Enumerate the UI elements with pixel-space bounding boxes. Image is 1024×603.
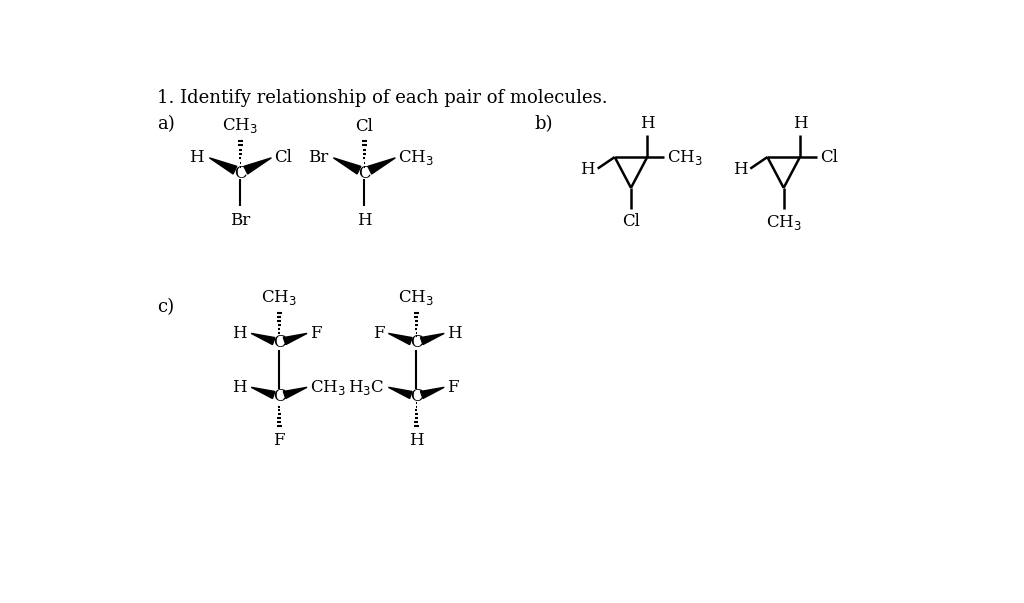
Polygon shape [334, 158, 360, 174]
Text: F: F [373, 325, 385, 342]
Text: C: C [272, 334, 286, 351]
Text: H: H [447, 325, 462, 342]
Text: CH$_3$: CH$_3$ [261, 288, 297, 307]
Text: H: H [793, 115, 807, 131]
Text: a): a) [158, 115, 175, 133]
Text: H: H [188, 150, 203, 166]
Polygon shape [388, 333, 412, 344]
Polygon shape [284, 387, 307, 399]
Text: CH$_3$: CH$_3$ [222, 116, 258, 134]
Text: H: H [232, 379, 247, 396]
Text: CH$_3$: CH$_3$ [668, 148, 703, 166]
Polygon shape [368, 158, 395, 174]
Text: Br: Br [307, 150, 328, 166]
Polygon shape [251, 333, 274, 344]
Text: F: F [447, 379, 459, 396]
Text: H$_3$C: H$_3$C [347, 378, 384, 397]
Text: c): c) [158, 298, 174, 316]
Text: Cl: Cl [820, 148, 838, 166]
Polygon shape [388, 387, 412, 399]
Polygon shape [421, 387, 444, 399]
Text: 1. Identify relationship of each pair of molecules.: 1. Identify relationship of each pair of… [158, 89, 608, 107]
Text: C: C [272, 388, 286, 405]
Text: Cl: Cl [355, 118, 374, 134]
Text: CH$_3$: CH$_3$ [398, 148, 434, 167]
Text: CH$_3$: CH$_3$ [398, 288, 434, 307]
Text: C: C [234, 165, 247, 182]
Text: CH$_3$: CH$_3$ [310, 378, 346, 397]
Text: H: H [640, 115, 654, 131]
Text: F: F [273, 432, 285, 449]
Text: C: C [410, 388, 423, 405]
Polygon shape [284, 333, 307, 344]
Text: CH$_3$: CH$_3$ [766, 213, 802, 232]
Polygon shape [209, 158, 237, 174]
Text: H: H [357, 212, 372, 229]
Polygon shape [244, 158, 271, 174]
Polygon shape [251, 387, 274, 399]
Text: Cl: Cl [274, 150, 292, 166]
Text: C: C [410, 334, 423, 351]
Polygon shape [421, 333, 444, 344]
Text: H: H [409, 432, 424, 449]
Text: Cl: Cl [622, 213, 640, 230]
Text: F: F [310, 325, 322, 342]
Text: H: H [580, 161, 595, 178]
Text: Br: Br [230, 212, 251, 229]
Text: H: H [732, 161, 748, 178]
Text: H: H [232, 325, 247, 342]
Text: C: C [358, 165, 371, 182]
Text: b): b) [535, 115, 553, 133]
